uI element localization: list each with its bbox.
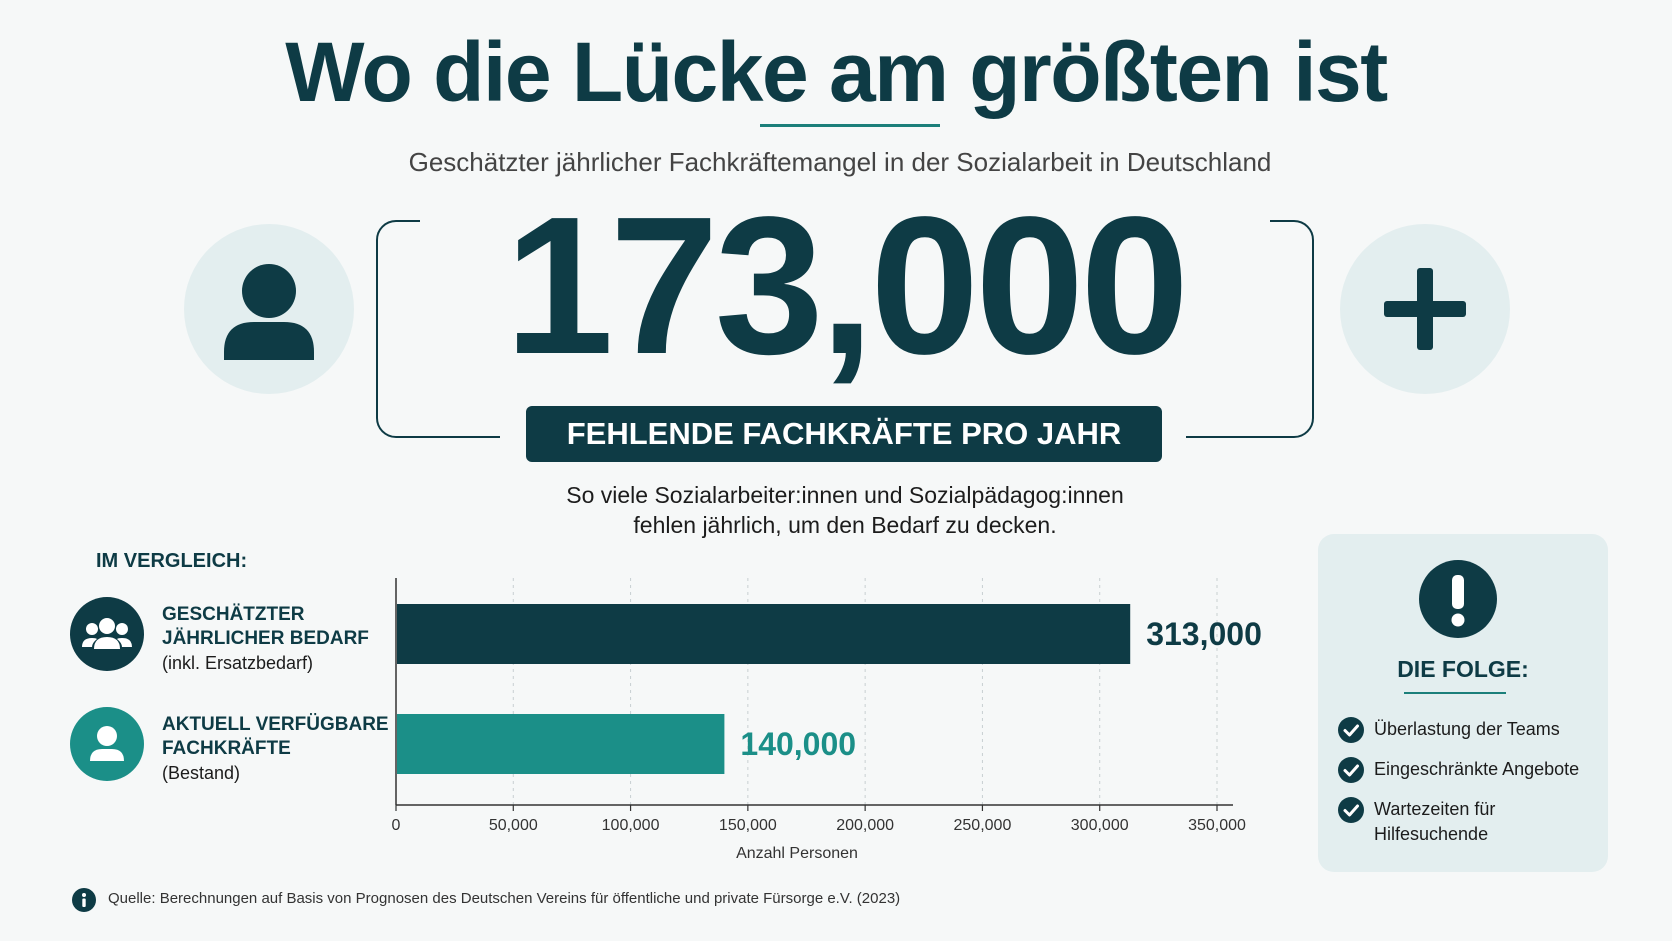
available-label-line-2: FACHKRÄFTE — [162, 738, 291, 759]
x-tick-label: 350,000 — [1188, 817, 1246, 834]
available-label-line-1: AKTUELL VERFÜGBARE — [162, 714, 389, 735]
x-tick-label: 50,000 — [489, 817, 538, 834]
x-tick-label: 300,000 — [1071, 817, 1129, 834]
comparison-item-available: AKTUELL VERFÜGBARE FACHKRÄFTE (Bestand) — [162, 713, 389, 785]
consequence-title-underline — [1404, 692, 1506, 694]
alert-circle — [1419, 560, 1497, 638]
consequence-item-text: Wartezeiten für — [1374, 799, 1496, 819]
person-icon — [90, 726, 124, 761]
check-icon — [1338, 757, 1364, 783]
bar-value-label: 140,000 — [740, 726, 856, 762]
description-line-1: So viele Sozialarbeiter:innen und Sozial… — [566, 482, 1124, 508]
check-icon — [1338, 717, 1364, 743]
x-tick-label: 200,000 — [836, 817, 894, 834]
consequence-item: Überlastung der Teams — [1374, 717, 1604, 742]
x-axis-label: Anzahl Personen — [736, 845, 858, 862]
bracket-gap-top — [420, 214, 1270, 228]
title-underline — [760, 124, 940, 127]
bar — [397, 604, 1131, 664]
shortage-banner: FEHLENDE FACHKRÄFTE PRO JAHR — [526, 406, 1162, 462]
consequence-item-text-2: Hilfesuchende — [1374, 824, 1489, 844]
x-tick-label: 0 — [392, 817, 401, 834]
comparison-bar-chart: 0 50,000 100,000 150,000 200,000 250,000 300,0… — [392, 578, 1262, 862]
group-icon-circle — [70, 597, 144, 671]
person-icon-circle — [184, 224, 354, 394]
consequence-item-text: Eingeschränkte Angebote — [1374, 759, 1580, 779]
plus-icon-circle — [1340, 224, 1510, 394]
page-title: Wo die Lücke am größten ist — [285, 25, 1388, 119]
page-subtitle: Geschätzter jährlicher Fachkräftemangel … — [408, 147, 1272, 177]
exclamation-icon — [1451, 575, 1465, 627]
comparison-item-demand: GESCHÄTZTER JÄHRLICHER BEDARF (inkl. Ers… — [162, 603, 369, 675]
available-sublabel: (Bestand) — [162, 763, 241, 783]
plus-icon — [1384, 268, 1466, 350]
comparison-heading: IM VERGLEICH: — [96, 550, 248, 572]
x-tick-label: 100,000 — [602, 817, 660, 834]
consequence-title: DIE FOLGE: — [1397, 656, 1529, 682]
check-icon — [1338, 797, 1364, 823]
x-tick-label: 150,000 — [719, 817, 777, 834]
bar-value-label: 313,000 — [1146, 616, 1262, 652]
shortage-description: So viele Sozialarbeiter:innen und Sozial… — [400, 480, 1290, 540]
info-icon — [72, 888, 96, 912]
description-line-2: fehlen jährlich, um den Bedarf zu decken… — [633, 512, 1057, 538]
bar — [397, 714, 725, 774]
person-icon — [224, 264, 314, 360]
shortage-number: 173,000 — [504, 176, 1190, 395]
demand-label-line-1: GESCHÄTZTER — [162, 604, 305, 625]
group-icon — [82, 618, 132, 649]
person-icon-circle-small — [70, 707, 144, 781]
consequence-item: Eingeschränkte Angebote — [1374, 757, 1604, 782]
demand-sublabel: (inkl. Ersatzbedarf) — [162, 653, 314, 673]
x-tick-label: 250,000 — [954, 817, 1012, 834]
consequence-item: Wartezeiten für Hilfesuchende — [1374, 797, 1604, 847]
source-note: Quelle: Berechnungen auf Basis von Progn… — [108, 890, 901, 907]
demand-label-line-2: JÄHRLICHER BEDARF — [162, 628, 369, 649]
consequence-item-text: Überlastung der Teams — [1374, 719, 1560, 739]
